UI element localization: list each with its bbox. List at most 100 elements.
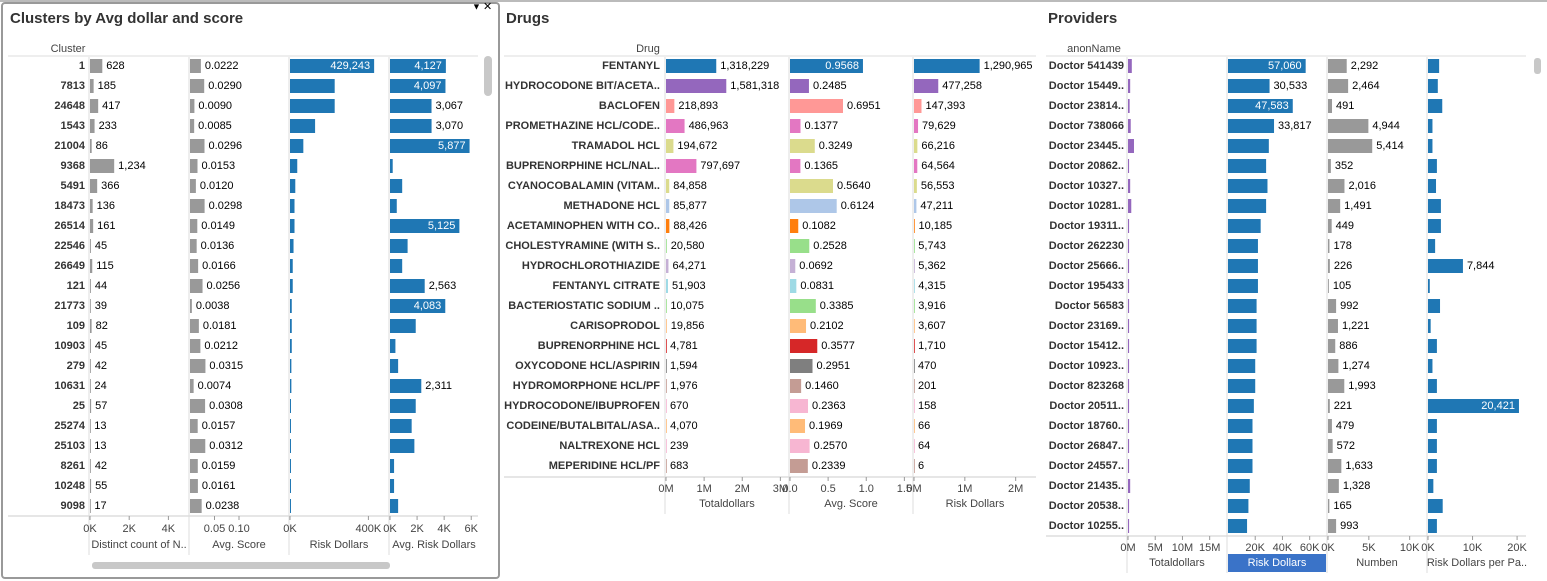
value-label: 0.2570 [814,440,848,452]
bar [1428,519,1437,533]
scrollbar[interactable] [1534,58,1541,74]
row-label: Doctor 738066 [1049,120,1124,132]
value-label: 1,328 [1343,480,1371,492]
bar [390,159,393,173]
value-label: 64 [918,440,930,452]
axis-title: Risk Dollars [310,539,369,551]
value-label: 0.0298 [209,200,243,212]
bar [666,199,670,213]
row-label: Doctor 25666.. [1049,260,1124,272]
value-label: 0.1460 [805,380,839,392]
value-label: 4,127 [414,60,442,72]
value-label: 30,533 [1274,80,1308,92]
bar [390,459,395,473]
value-label: 0.0181 [203,320,237,332]
bar [1228,319,1257,333]
bar [914,99,922,113]
bar [666,379,667,393]
row-label: 25103 [54,440,85,452]
value-label: 0.0090 [198,100,232,112]
row-label: 26514 [54,220,85,232]
row-label: 10248 [54,480,85,492]
close-icon[interactable]: ✕ [483,1,492,13]
bar [1328,179,1345,193]
bar [1328,499,1330,513]
row-label: MEPERIDINE HCL/PF [549,460,661,472]
x-tick-label: 40K [1273,542,1293,554]
bar [790,119,801,133]
bar [1128,379,1130,393]
bar [390,319,416,333]
bar [1128,119,1131,133]
bar [1428,499,1443,513]
row-label: 25 [73,400,85,412]
value-label: 136 [97,200,115,212]
bar [1328,99,1333,113]
value-label: 42 [95,360,107,372]
sorted-header [1228,554,1326,572]
bar [190,379,194,393]
row-label: 21773 [54,300,85,312]
bar [1228,139,1269,153]
value-label: 5,362 [918,260,946,272]
x-tick-label: 0.05 [204,523,225,535]
value-label: 0.6951 [847,100,881,112]
bar [390,139,470,153]
axis-title: Avg. Score [212,539,266,551]
bar [914,299,915,313]
row-label: Doctor 23814.. [1049,100,1124,112]
panel-title: Clusters by Avg dollar and score [10,10,243,27]
bar [190,159,198,173]
bar [390,439,415,453]
bar [1228,259,1258,273]
bar [290,179,296,193]
axis-title: Totaldollars [1149,557,1205,569]
row-label: Doctor 23169.. [1049,320,1124,332]
bar [190,359,206,373]
row-label: Doctor 23445.. [1049,140,1124,152]
bar [1228,179,1268,193]
value-label: 0.0159 [202,460,236,472]
value-label: 10,075 [670,300,704,312]
row-header: Cluster [51,43,86,55]
value-label: 55 [95,480,107,492]
bar [914,359,915,373]
row-label: OXYCODONE HCL/ASPIRIN [515,360,660,372]
axis-title: Risk Dollars [946,498,1005,510]
value-label: 4,944 [1372,120,1400,132]
x-tick-label: 2M [1008,483,1023,495]
menu-icon[interactable]: ▼ [472,1,481,11]
bar [790,219,799,233]
row-label: Doctor 10281.. [1049,200,1124,212]
value-label: 221 [1334,400,1352,412]
bar [1228,99,1293,113]
value-label: 3,607 [918,320,946,332]
bar [666,239,667,253]
value-label: 0.0308 [209,400,243,412]
value-label: 17 [94,500,106,512]
bar [1328,479,1339,493]
value-label: 0.1365 [804,160,838,172]
bar [390,259,403,273]
row-label: BACLOFEN [599,100,660,112]
x-tick-label: 2K [410,523,424,535]
value-label: 366 [101,180,119,192]
x-tick-label: 5K [1362,542,1376,554]
value-label: 51,903 [672,280,706,292]
bar [1128,499,1130,513]
scrollbar[interactable] [484,56,492,96]
bar [790,259,796,273]
bar [1328,79,1349,93]
bar [1228,299,1257,313]
bar [1128,459,1130,473]
bar [90,339,91,353]
bar [290,459,291,473]
x-tick-label: 5M [1148,542,1163,554]
bar [666,139,674,153]
bar [666,119,685,133]
value-label: 147,393 [925,100,965,112]
value-label: 1,318,229 [720,60,769,72]
axis-title: Risk Dollars per Pa.. [1427,557,1527,569]
scrollbar[interactable] [92,562,390,569]
value-label: 57 [95,400,107,412]
